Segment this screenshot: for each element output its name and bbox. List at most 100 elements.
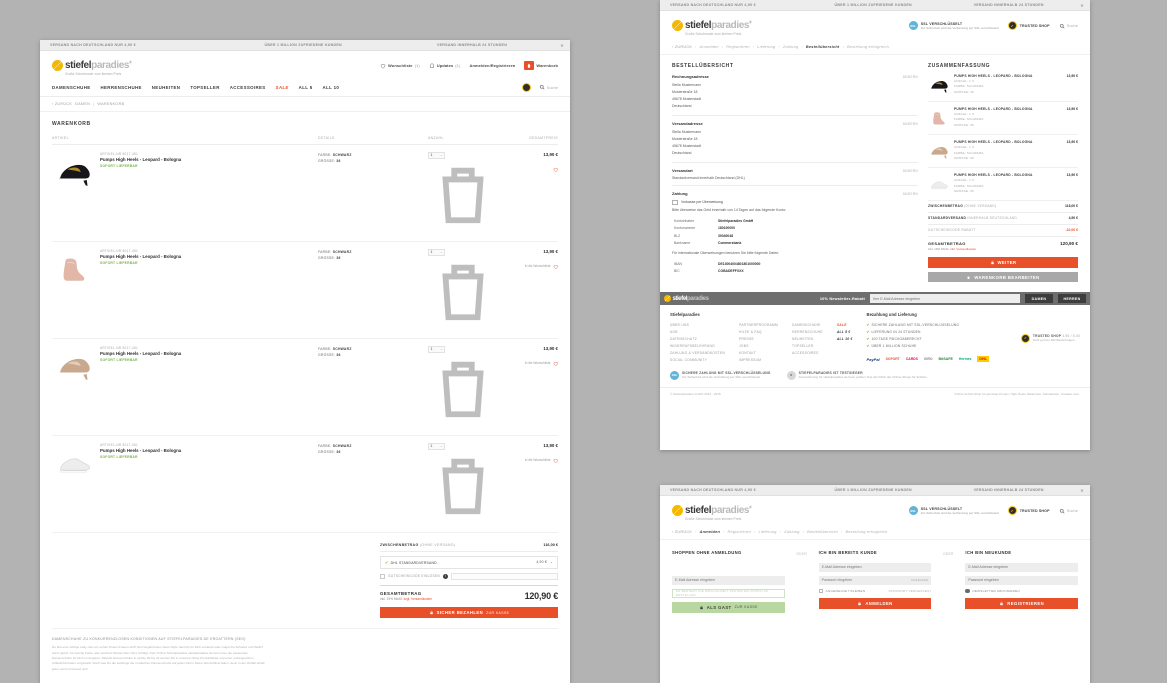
promo-close-icon-lg[interactable]: ✕ xyxy=(1080,487,1085,493)
quantity-control[interactable]: 1 ⌄ xyxy=(428,151,498,234)
quantity-stepper[interactable]: 1 ⌄ xyxy=(428,345,445,353)
login-email-input[interactable] xyxy=(818,562,932,572)
footer-link[interactable]: NEUHEITEN xyxy=(792,337,814,342)
step-lieferung-lg[interactable]: Lieferung xyxy=(758,529,777,534)
register-password-input[interactable] xyxy=(965,575,1079,585)
step-lieferung-ov[interactable]: Lieferung xyxy=(757,44,776,49)
footer-link[interactable]: WIDERRUFSBELEHRUNG xyxy=(670,344,715,349)
shipping-method-edit-link[interactable]: ÄNDERN xyxy=(902,168,918,173)
quantity-control[interactable]: 1 ⌄ xyxy=(428,248,498,331)
breadcrumb-level1[interactable]: DAMEN xyxy=(75,101,91,106)
nav-item-accessoires[interactable]: ACCESSOIRES xyxy=(229,84,266,90)
search-input-overview[interactable]: Suche xyxy=(1059,23,1078,29)
edit-cart-button[interactable]: WARENKORB BEARBEITEN xyxy=(928,272,1078,283)
product-thumbnail[interactable] xyxy=(52,346,98,386)
register-button[interactable]: REGISTRIEREN xyxy=(965,598,1079,610)
stay-logged-in-checkbox[interactable] xyxy=(818,588,824,594)
quantity-stepper[interactable]: 1 ⌄ xyxy=(428,151,445,159)
remove-item-button[interactable] xyxy=(428,361,498,427)
step-anmelden-ov[interactable]: Anmelden xyxy=(699,44,719,49)
footer-link-sale[interactable]: all 5 € xyxy=(836,330,851,335)
register-email-input[interactable] xyxy=(965,562,1079,572)
shipping-cost-link[interactable]: zzgl. Versandkosten xyxy=(403,597,433,602)
newsletter-men-button-ov[interactable]: HERREN xyxy=(1058,294,1086,304)
footer-link[interactable]: DATENSCHUTZ xyxy=(670,337,698,342)
checkout-button[interactable]: SICHER BEZAHLEN ZUR KASSE xyxy=(380,607,558,619)
footer-link[interactable]: ZAHLUNG & VERSANDKOSTEN xyxy=(670,351,726,356)
chevron-down-icon[interactable]: ⌄ xyxy=(439,250,443,255)
remove-item-button[interactable] xyxy=(428,458,498,524)
nav-item-herrenschuhe[interactable]: HERRENSCHUHE xyxy=(100,84,142,90)
chevron-down-icon[interactable]: ⌄ xyxy=(549,560,553,565)
footer-link-sale[interactable]: SALE xyxy=(836,323,847,328)
forgot-password-link[interactable]: PASSWORT VERGESSEN? xyxy=(888,588,932,593)
remove-item-button[interactable] xyxy=(428,167,498,233)
footer-link[interactable]: KONTAKT xyxy=(739,351,757,356)
product-thumbnail[interactable] xyxy=(52,443,98,483)
promo-close-icon-ov[interactable]: ✕ xyxy=(1080,2,1085,8)
updates-link[interactable]: Updates (1) xyxy=(429,63,461,69)
login-button[interactable]: ANMELDEN xyxy=(818,598,932,610)
payment-edit-link[interactable]: ÄNDERN xyxy=(902,191,918,196)
product-name[interactable]: Pumps High Heels - Leopard - Bologna xyxy=(100,254,182,260)
footer-link[interactable]: DAMENSCHUHE xyxy=(792,323,821,328)
step-registrieren-ov[interactable]: Registrieren xyxy=(726,44,750,49)
coupon-input[interactable] xyxy=(451,572,558,580)
footer-link[interactable]: PARTNERPROGRAMM xyxy=(739,323,779,328)
add-to-wishlist[interactable]: In die Wunschliste xyxy=(498,458,558,464)
newsletter-radio[interactable] xyxy=(965,588,970,594)
footer-link-sale[interactable]: all 10 € xyxy=(836,337,853,342)
site-logo[interactable]: stiefelparadies® Große Schuhmode zum kle… xyxy=(52,56,132,76)
billing-edit-link[interactable]: ÄNDERN xyxy=(902,74,918,79)
add-to-wishlist[interactable]: In die Wunschliste xyxy=(498,264,558,270)
chevron-down-icon[interactable]: ⌄ xyxy=(439,153,443,158)
nav-item-damenschuhe[interactable]: DAMENSCHUHE xyxy=(52,84,91,90)
newsletter-email-input-ov[interactable] xyxy=(870,294,1020,304)
chevron-down-icon[interactable]: ⌄ xyxy=(439,347,443,352)
coupon-checkbox[interactable] xyxy=(380,573,385,579)
newsletter-women-button-ov[interactable]: DAMEN xyxy=(1025,294,1053,304)
coupon-row[interactable]: GUTSCHEINCODE EINLÖSEN i xyxy=(380,572,558,580)
add-to-wishlist[interactable] xyxy=(498,167,558,173)
shipping-option[interactable]: ✔ DHL STANDARDVERSAND 4,90 € ⌄ xyxy=(380,555,558,569)
footer-link[interactable]: SOCIAL COMMUNITY xyxy=(670,358,708,363)
product-name[interactable]: Pumps High Heels - Leopard - Bologna xyxy=(100,448,182,454)
step-zahlung-ov[interactable]: Zahlung xyxy=(782,44,799,49)
search-input[interactable]: Suche xyxy=(539,84,558,90)
password-show-toggle[interactable]: ANZEIGEN xyxy=(911,578,929,583)
cart-link[interactable]: Warenkorb xyxy=(524,61,558,71)
nav-item-all10[interactable]: ALL 10 xyxy=(322,84,340,90)
remove-item-button[interactable] xyxy=(428,264,498,330)
product-name[interactable]: Pumps High Heels - Leopard - Bologna xyxy=(100,157,182,163)
search-input-login[interactable]: Suche xyxy=(1059,508,1078,514)
breadcrumb-back[interactable]: ‹ ZURÜCK xyxy=(52,101,73,106)
step-registrieren-lg[interactable]: Registrieren xyxy=(727,529,752,534)
quantity-control[interactable]: 1 ⌄ xyxy=(428,442,498,525)
promo-close-icon[interactable]: ✕ xyxy=(560,42,564,48)
quantity-stepper[interactable]: 1 ⌄ xyxy=(428,248,445,256)
step-zahlung-lg[interactable]: Zahlung xyxy=(784,529,800,534)
footer-link[interactable]: AGB xyxy=(670,330,678,335)
add-to-wishlist[interactable]: In die Wunschliste xyxy=(498,361,558,367)
footer-link[interactable]: HILFE & FAQ xyxy=(739,330,762,335)
quantity-control[interactable]: 1 ⌄ xyxy=(428,345,498,428)
continue-button[interactable]: WEITER xyxy=(928,257,1078,269)
steps-back-lg[interactable]: ‹ ZURÜCK xyxy=(672,529,693,534)
footer-link[interactable]: PRESSE xyxy=(739,337,754,342)
nav-item-topseller[interactable]: TOPSELLER xyxy=(190,84,220,90)
guest-checkout-button[interactable]: ALS GAST ZUR KASSE xyxy=(672,601,785,613)
info-icon[interactable]: i xyxy=(443,573,449,579)
footer-link[interactable]: JOBS xyxy=(739,344,749,349)
guest-email-input[interactable] xyxy=(672,575,785,585)
product-name[interactable]: Pumps High Heels - Leopard - Bologna xyxy=(100,351,182,357)
site-logo-login[interactable]: stiefelparadies® Große Schuhmode zum kle… xyxy=(672,501,752,521)
footer-link[interactable]: ÜBER UNS xyxy=(670,323,690,328)
nav-item-all5[interactable]: ALL 5 xyxy=(298,84,313,90)
steps-back-ov[interactable]: ‹ ZURÜCK xyxy=(672,44,693,49)
nav-item-neuheiten[interactable]: NEUHEITEN xyxy=(151,84,181,90)
nav-item-sale[interactable]: SALE xyxy=(275,84,289,90)
product-thumbnail[interactable] xyxy=(52,249,98,289)
shipping-edit-link[interactable]: ÄNDERN xyxy=(902,121,918,126)
chevron-down-icon[interactable]: ⌄ xyxy=(439,444,443,449)
quantity-stepper[interactable]: 1 ⌄ xyxy=(428,442,445,450)
